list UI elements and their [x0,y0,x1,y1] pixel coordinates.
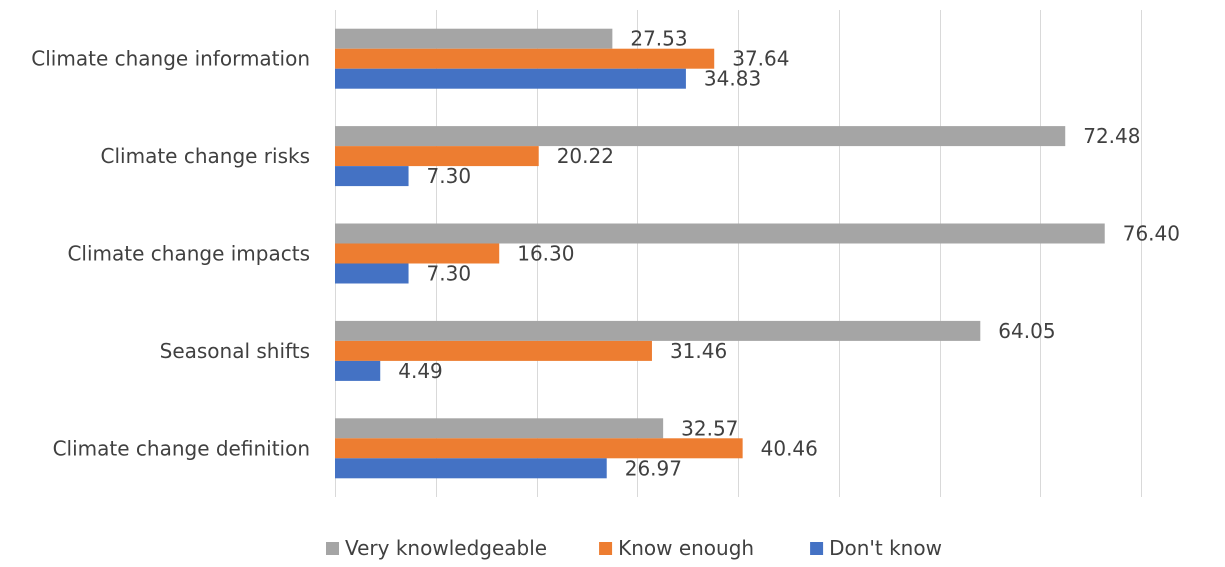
bar [335,438,743,459]
bar [335,340,652,361]
category-label: Climate change information [31,47,310,71]
data-label: 64.05 [998,319,1055,343]
data-label: 16.30 [517,242,574,266]
bar [335,458,607,479]
category-label: Climate change definition [53,436,310,460]
data-label: 76.40 [1123,222,1180,246]
bar [335,48,715,69]
bar [335,320,981,341]
bar [335,223,1105,244]
data-label: 4.49 [398,359,443,383]
data-label: 7.30 [427,262,472,286]
category-label: Climate change impacts [67,242,310,266]
legend: Very knowledgeable Know enough Don't know [326,536,942,560]
legend-label: Know enough [618,536,754,560]
data-label: 31.46 [670,339,727,363]
legend-label: Don't know [829,536,942,560]
data-label: 40.46 [761,436,818,460]
category-label: Seasonal shifts [160,339,310,363]
data-label: 72.48 [1083,124,1140,148]
legend-swatch [810,542,824,555]
bar [335,28,613,49]
category-labels: Climate change information Climate change… [31,47,310,461]
bars [335,28,1105,479]
data-label: 7.30 [427,164,472,188]
gridlines [335,10,1142,497]
bar [335,360,381,381]
data-label: 37.64 [732,47,789,71]
legend-swatch [599,542,613,555]
legend-swatch [326,542,339,555]
data-label: 34.83 [704,67,761,91]
category-label: Climate change risks [101,144,310,168]
bar [335,166,409,187]
legend-label: Very knowledgeable [345,536,547,560]
bar [335,146,539,167]
bar [335,418,664,439]
data-label: 32.57 [681,416,738,440]
data-label: 26.97 [625,456,682,480]
data-label: 20.22 [557,144,614,168]
data-label: 27.53 [630,27,687,51]
bar [335,126,1066,147]
bar [335,243,500,264]
bar [335,68,686,89]
bar [335,263,409,284]
